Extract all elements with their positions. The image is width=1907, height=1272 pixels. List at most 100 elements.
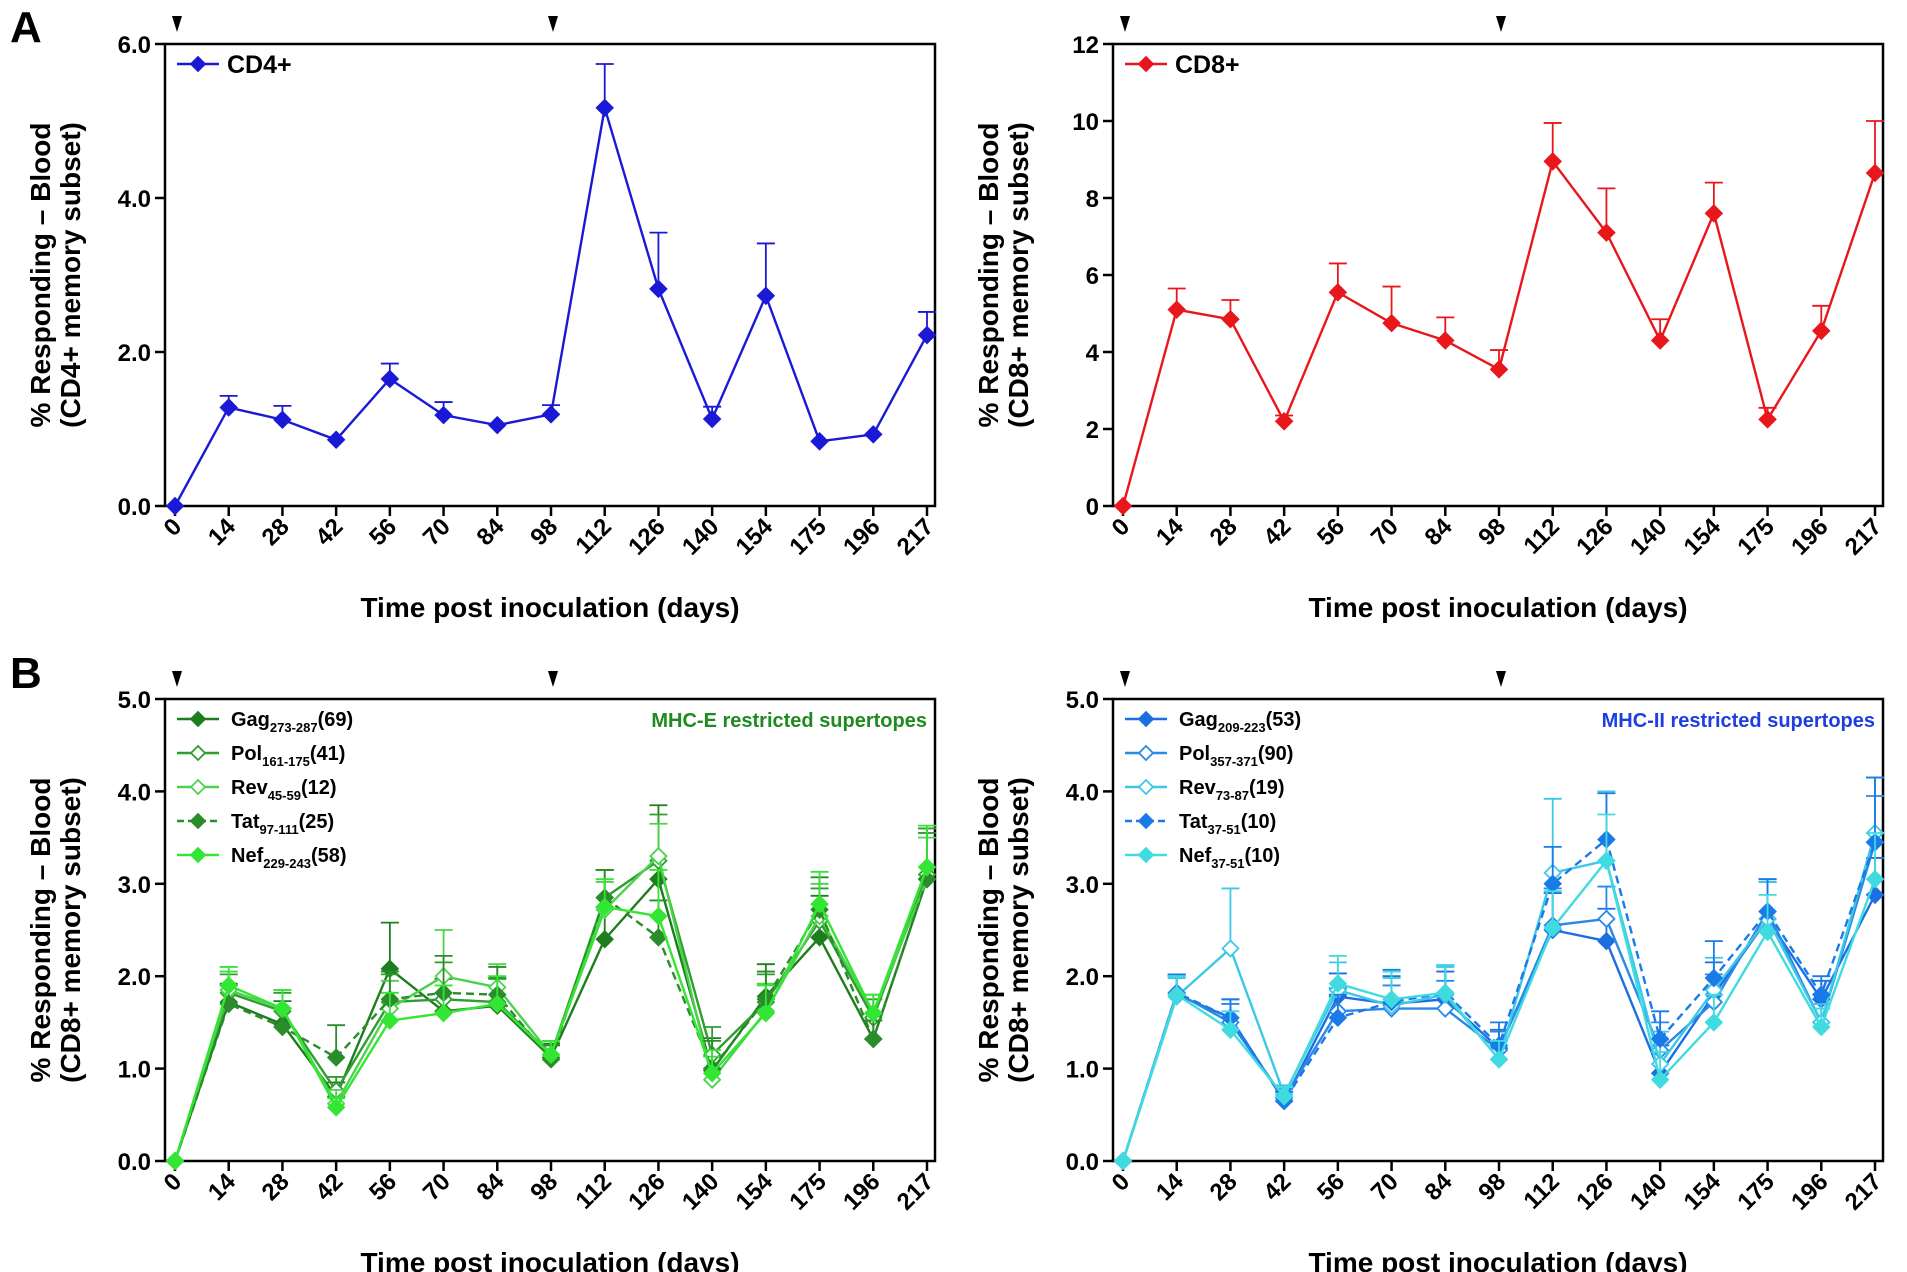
legend-marker (1137, 55, 1155, 73)
legend-marker (1137, 846, 1155, 864)
data-point (1436, 331, 1455, 350)
y-tick-label: 12 (1072, 32, 1099, 59)
series-pol (1113, 795, 1885, 1171)
data-point (702, 1063, 722, 1083)
data-point (1865, 163, 1885, 183)
inoculation-arrow-icon (1120, 671, 1130, 687)
legend-label: Tat37-51(10) (1179, 811, 1276, 837)
data-point (1328, 1008, 1348, 1028)
x-tick-label: 14 (203, 1168, 241, 1206)
data-point (1382, 313, 1401, 333)
data-point (434, 405, 453, 425)
x-tick-label: 28 (1205, 513, 1243, 551)
data-point (702, 409, 722, 429)
data-point (1597, 223, 1616, 242)
legend-label: Rev73-87(19) (1179, 777, 1285, 803)
data-point (380, 1011, 400, 1030)
legend-label: CD4+ (227, 51, 292, 79)
x-axis-title: Time post inoculation (days) (360, 592, 739, 623)
inoculation-arrow-icon (1496, 671, 1506, 687)
y-axis-title-line1: % Responding – Blood (973, 123, 1004, 428)
data-point (1650, 1070, 1670, 1089)
data-point (917, 857, 937, 877)
y-axis-title-line2: (CD8+ memory subset) (1003, 777, 1034, 1083)
series-nef (165, 824, 937, 1171)
legend-marker (189, 812, 207, 830)
x-tick-label: 14 (1151, 513, 1189, 551)
legend-label: Pol357-371(90) (1179, 743, 1293, 769)
data-point (165, 496, 185, 516)
x-tick-label: 84 (1420, 513, 1458, 551)
series-cd4+ (165, 63, 937, 516)
y-axis-title-line1: % Responding – Blood (25, 123, 56, 428)
x-tick-label: 42 (310, 513, 348, 551)
chart-annotation: MHC-E restricted supertopes (651, 710, 927, 732)
y-tick-label: 2 (1086, 417, 1099, 444)
data-point (1436, 999, 1455, 1018)
data-point (864, 1003, 883, 1023)
data-point (810, 928, 829, 947)
x-tick-label: 0 (1107, 1168, 1136, 1197)
x-tick-label: 140 (677, 513, 724, 560)
y-axis-title-line2: (CD8+ memory subset) (55, 777, 86, 1083)
x-tick-label: 217 (1840, 1168, 1887, 1215)
series-line (1121, 158, 1877, 507)
y-tick-label: 4.0 (118, 779, 151, 806)
x-tick-label: 175 (1732, 1168, 1779, 1215)
data-point (273, 999, 292, 1018)
legend-label: Pol161-175(41) (231, 743, 345, 769)
data-point (165, 1151, 185, 1171)
data-point (1812, 985, 1831, 1004)
data-point (1489, 360, 1509, 379)
data-point (219, 976, 238, 995)
chart-cd8: 0 2 4 6 8 10 12 0 14 28 42 56 70 84 98 112 126 140 154 175 1… (973, 16, 1887, 623)
x-tick-label: 217 (892, 513, 939, 560)
inoculation-arrow-icon (548, 671, 558, 687)
data-point (326, 1048, 346, 1067)
y-tick-label: 6 (1086, 263, 1099, 290)
y-tick-label: 0.0 (118, 1149, 151, 1176)
y-axis-title-line2: (CD8+ memory subset) (1003, 122, 1034, 428)
data-point (1221, 939, 1240, 958)
y-axis-title-line2: (CD4+ memory subset) (55, 122, 86, 428)
y-tick-label: 4.0 (1066, 779, 1099, 806)
legend-marker (189, 846, 207, 864)
panel-label-a: A (10, 3, 42, 52)
legend-label: Rev45-59(12) (231, 777, 337, 803)
x-tick-label: 175 (1732, 513, 1779, 560)
x-tick-label: 28 (257, 513, 295, 551)
panel-label-b: B (10, 649, 42, 698)
legend-marker (1137, 778, 1155, 796)
legend-marker (1137, 744, 1155, 762)
data-point (1382, 990, 1401, 1009)
x-tick-label: 112 (1518, 513, 1564, 559)
x-tick-label: 56 (1312, 1168, 1350, 1206)
data-point (326, 1098, 346, 1117)
y-tick-label: 5.0 (1066, 687, 1099, 714)
y-tick-label: 3.0 (118, 872, 151, 899)
y-tick-label: 4 (1086, 340, 1100, 367)
series-line (1121, 841, 1877, 1162)
data-point (649, 906, 668, 926)
x-tick-label: 112 (1518, 1168, 1564, 1214)
data-point (1704, 1013, 1724, 1032)
x-tick-label: 196 (838, 513, 885, 560)
data-point (917, 325, 937, 345)
y-tick-label: 0.0 (1066, 1149, 1099, 1176)
x-tick-label: 14 (1151, 1168, 1189, 1206)
x-tick-label: 56 (364, 1168, 402, 1206)
data-point (1221, 1020, 1240, 1040)
data-point (1113, 496, 1133, 516)
x-axis-title: Time post inoculation (days) (1308, 592, 1687, 623)
chart-mhc-ii: 0.01.02.03.04.05.00 14 28 42 56 70 84 98 112 126 1… (973, 671, 1887, 1272)
legend: CD8+ (1125, 51, 1240, 79)
x-tick-label: 98 (525, 513, 563, 551)
data-point (1113, 1151, 1133, 1171)
x-tick-label: 0 (159, 1168, 188, 1197)
x-tick-label: 196 (838, 1168, 885, 1215)
data-point (1167, 300, 1186, 319)
x-tick-label: 42 (1258, 513, 1296, 551)
data-point (434, 1003, 453, 1023)
y-tick-label: 2.0 (1066, 964, 1099, 991)
data-point (1865, 869, 1885, 889)
